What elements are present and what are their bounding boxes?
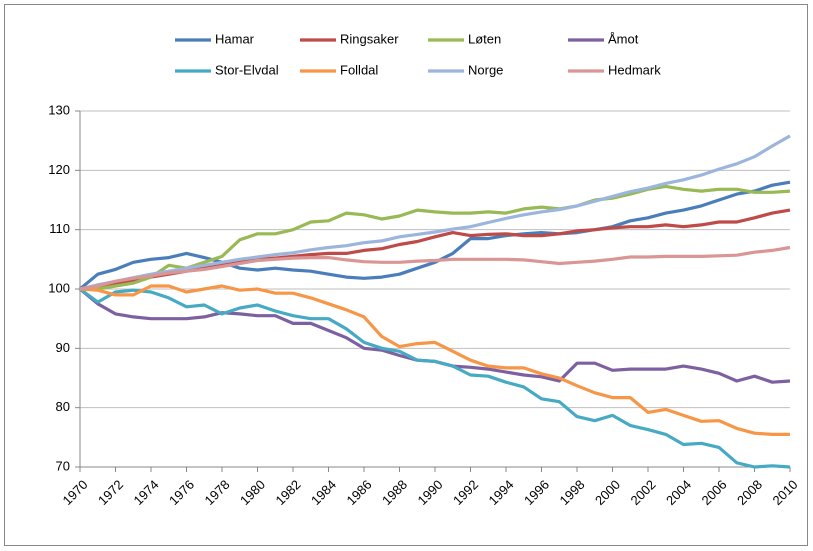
series-line [79,245,791,291]
series-line [78,180,791,291]
y-tick-label: 110 [49,221,70,236]
chart-frame [4,4,808,546]
series-line [79,284,790,436]
y-tick-label: 100 [48,280,70,295]
series-line [79,287,791,469]
legend-label: Norge [468,62,503,77]
series-line [79,134,791,291]
legend-label: Stor-Elvdal [215,62,279,77]
legend-label: Folldal [340,62,378,77]
y-tick-label: 130 [48,102,70,117]
legend-label: Hedmark [608,62,661,77]
legend-label: Løten [468,31,501,46]
y-tick-label: 120 [48,162,70,177]
series-line [80,184,791,291]
y-tick-label: 80 [56,399,70,414]
y-tick-label: 90 [56,340,70,355]
legend-label: Åmot [608,31,639,46]
y-tick-label: 70 [56,458,70,473]
legend-label: Hamar [215,31,255,46]
legend-label: Ringsaker [340,31,399,46]
